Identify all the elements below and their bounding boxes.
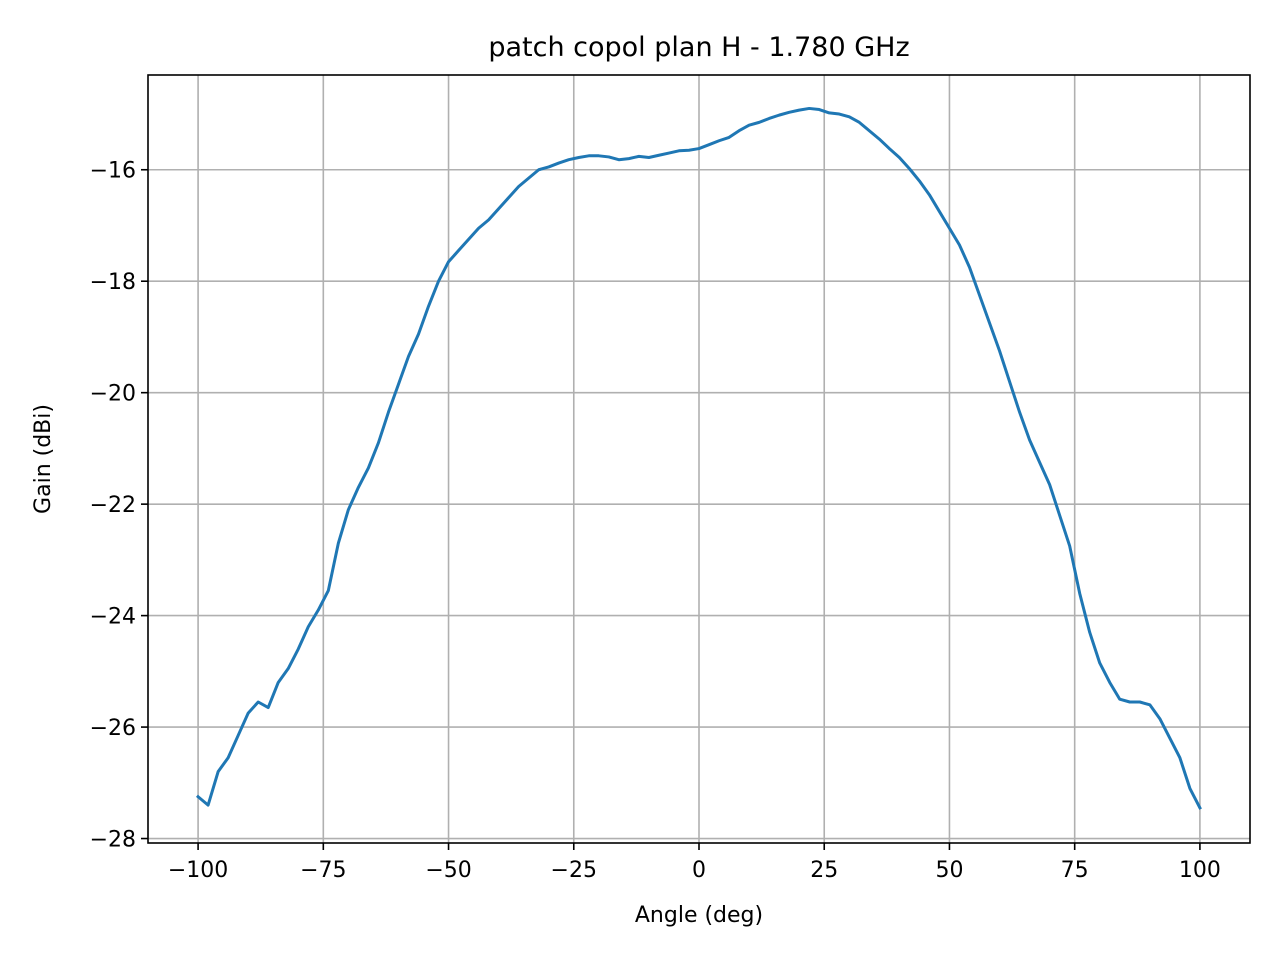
y-tick-label: −28 <box>90 828 136 853</box>
y-axis-label: Gain (dBi) <box>31 404 56 514</box>
y-tick-label: −16 <box>90 159 136 184</box>
y-tick-label: −18 <box>90 270 136 295</box>
chart-title: patch copol plan H - 1.780 GHz <box>488 32 909 63</box>
x-tick-label: 0 <box>692 858 706 883</box>
y-tick-label: −26 <box>90 716 136 741</box>
ticks: −100 −75 −50 −25 0 25 50 75 100 −16 −18 −20 −22 −24 −2… <box>90 159 1221 883</box>
x-axis-label: Angle (deg) <box>635 903 763 928</box>
series-line <box>195 106 1202 810</box>
x-tick-label: −25 <box>551 858 597 883</box>
x-tick-label: −100 <box>168 858 228 883</box>
y-tick-label: −22 <box>90 493 136 518</box>
series-layer <box>195 106 1202 810</box>
x-tick-label: −50 <box>425 858 471 883</box>
y-tick-label: −24 <box>90 605 136 630</box>
grid <box>148 75 1250 843</box>
x-tick-label: 100 <box>1179 858 1221 883</box>
x-tick-label: 50 <box>935 858 963 883</box>
x-tick-label: 75 <box>1061 858 1089 883</box>
x-tick-label: 25 <box>810 858 838 883</box>
x-tick-label: −75 <box>300 858 346 883</box>
y-tick-label: −20 <box>90 382 136 407</box>
